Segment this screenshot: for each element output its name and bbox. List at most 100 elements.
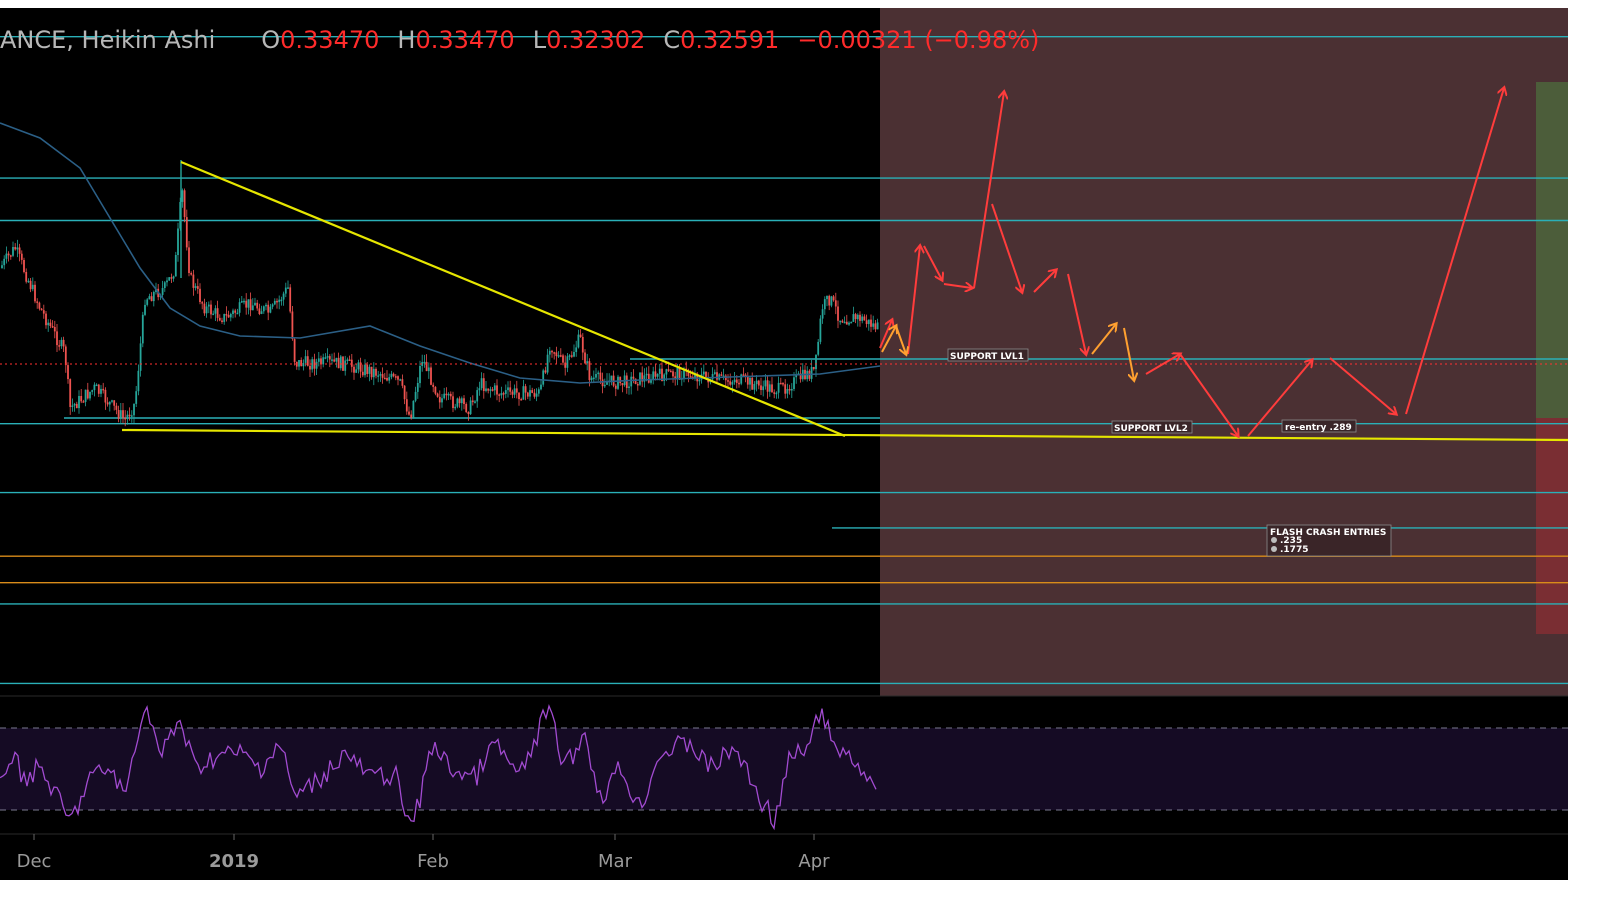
candle-body [449,393,452,397]
candle-body [20,253,23,260]
candle-body [243,300,245,303]
price-chart[interactable]: SUPPORT LVL1 SUPPORT LVL2 re-entry .289 … [0,8,1568,880]
candle-body [291,311,294,339]
candle-body [731,382,734,385]
candle-body [144,304,146,315]
candle-body [590,377,593,381]
candle-body [304,356,307,363]
candle-body [271,304,274,307]
candle-body [135,391,138,404]
svg-text:.1775: .1775 [1280,545,1308,555]
high-key: H [397,26,416,54]
forecast-arrow-red [1179,353,1238,436]
candle-body [423,361,426,364]
candle-body [36,301,39,303]
candle-body [225,314,228,316]
candle-body [749,377,751,385]
candle-body [753,384,756,390]
candle-body [667,369,670,371]
candle-body [491,389,494,391]
change-value: −0.00321 (−0.98%) [797,26,1040,54]
forecast-arrow-orange [1123,327,1134,380]
candle-body [764,380,767,387]
candle-body [67,365,69,380]
candle-body [104,389,107,403]
candle-body [586,361,589,364]
support-lvl1-label: SUPPORT LVL1 [947,348,1029,362]
candle-body [683,368,685,379]
candle-body [757,380,760,386]
candle-body [392,373,395,377]
candle-body [188,247,190,273]
candle-body [130,415,133,417]
low-key: L [532,26,547,54]
rsi-band [0,728,1568,810]
candle-body [339,356,342,369]
candle-body [874,323,877,330]
candle-body [729,381,732,385]
candle-body [100,388,102,394]
forecast-arrow-red [1329,357,1396,414]
candle-body [819,318,822,342]
candle-body [452,396,454,408]
candle-body [388,377,391,381]
candle-body [559,355,562,357]
candle-body [694,373,696,379]
candle-body [595,374,597,378]
candle-body [300,360,303,367]
forecast-arrow-orange [895,325,906,354]
candle-body [119,410,122,419]
forecast-arrow-red [923,245,942,280]
forecast-arrow-red [943,284,972,288]
candle-body [630,376,633,387]
candle-body [755,380,758,385]
candle-body [416,383,419,392]
high-value: 0.33470 [415,26,515,54]
candle-body [375,368,377,376]
close-key: C [663,26,681,54]
candle-body [64,346,67,366]
svg-text:SUPPORT LVL2: SUPPORT LVL2 [1114,424,1188,434]
candle-body [625,375,628,388]
candle-body [383,377,386,380]
candle-body [399,379,402,381]
candle-body [366,364,369,374]
candle-body [172,276,175,279]
candle-body [652,371,655,380]
candle-body [839,320,842,323]
moving-average-line [0,122,881,384]
candle-body [568,355,571,357]
candle-body [843,321,846,324]
candle-body [282,293,285,300]
open-value: 0.33470 [280,26,380,54]
candle-body [317,358,320,362]
candle-body [313,359,316,369]
candle-body [53,327,56,332]
candle-body [62,339,65,347]
candle-body [465,404,468,412]
candle-body [597,372,600,375]
candle-body [834,300,837,307]
candle-body [258,308,261,314]
candle-body [390,373,393,378]
candle-body [665,369,668,375]
candle-body [658,368,661,374]
candle-body [733,379,736,383]
candle-body [122,410,124,418]
candle-body [643,375,646,382]
candle-body [47,322,50,326]
forecast-arrow-orange [1091,324,1116,355]
candle-body [654,371,657,377]
candle-body [179,202,182,229]
candle-body [128,414,131,417]
forecast-arrow-orange [881,326,896,353]
candle-body [322,357,325,365]
candle-body [421,362,424,366]
candle-body [309,365,311,370]
candle-body [302,363,305,367]
candle-body [364,364,366,376]
candle-body [698,379,701,382]
candle-body [557,355,560,357]
candle-body [841,320,844,323]
candle-body [214,308,217,314]
